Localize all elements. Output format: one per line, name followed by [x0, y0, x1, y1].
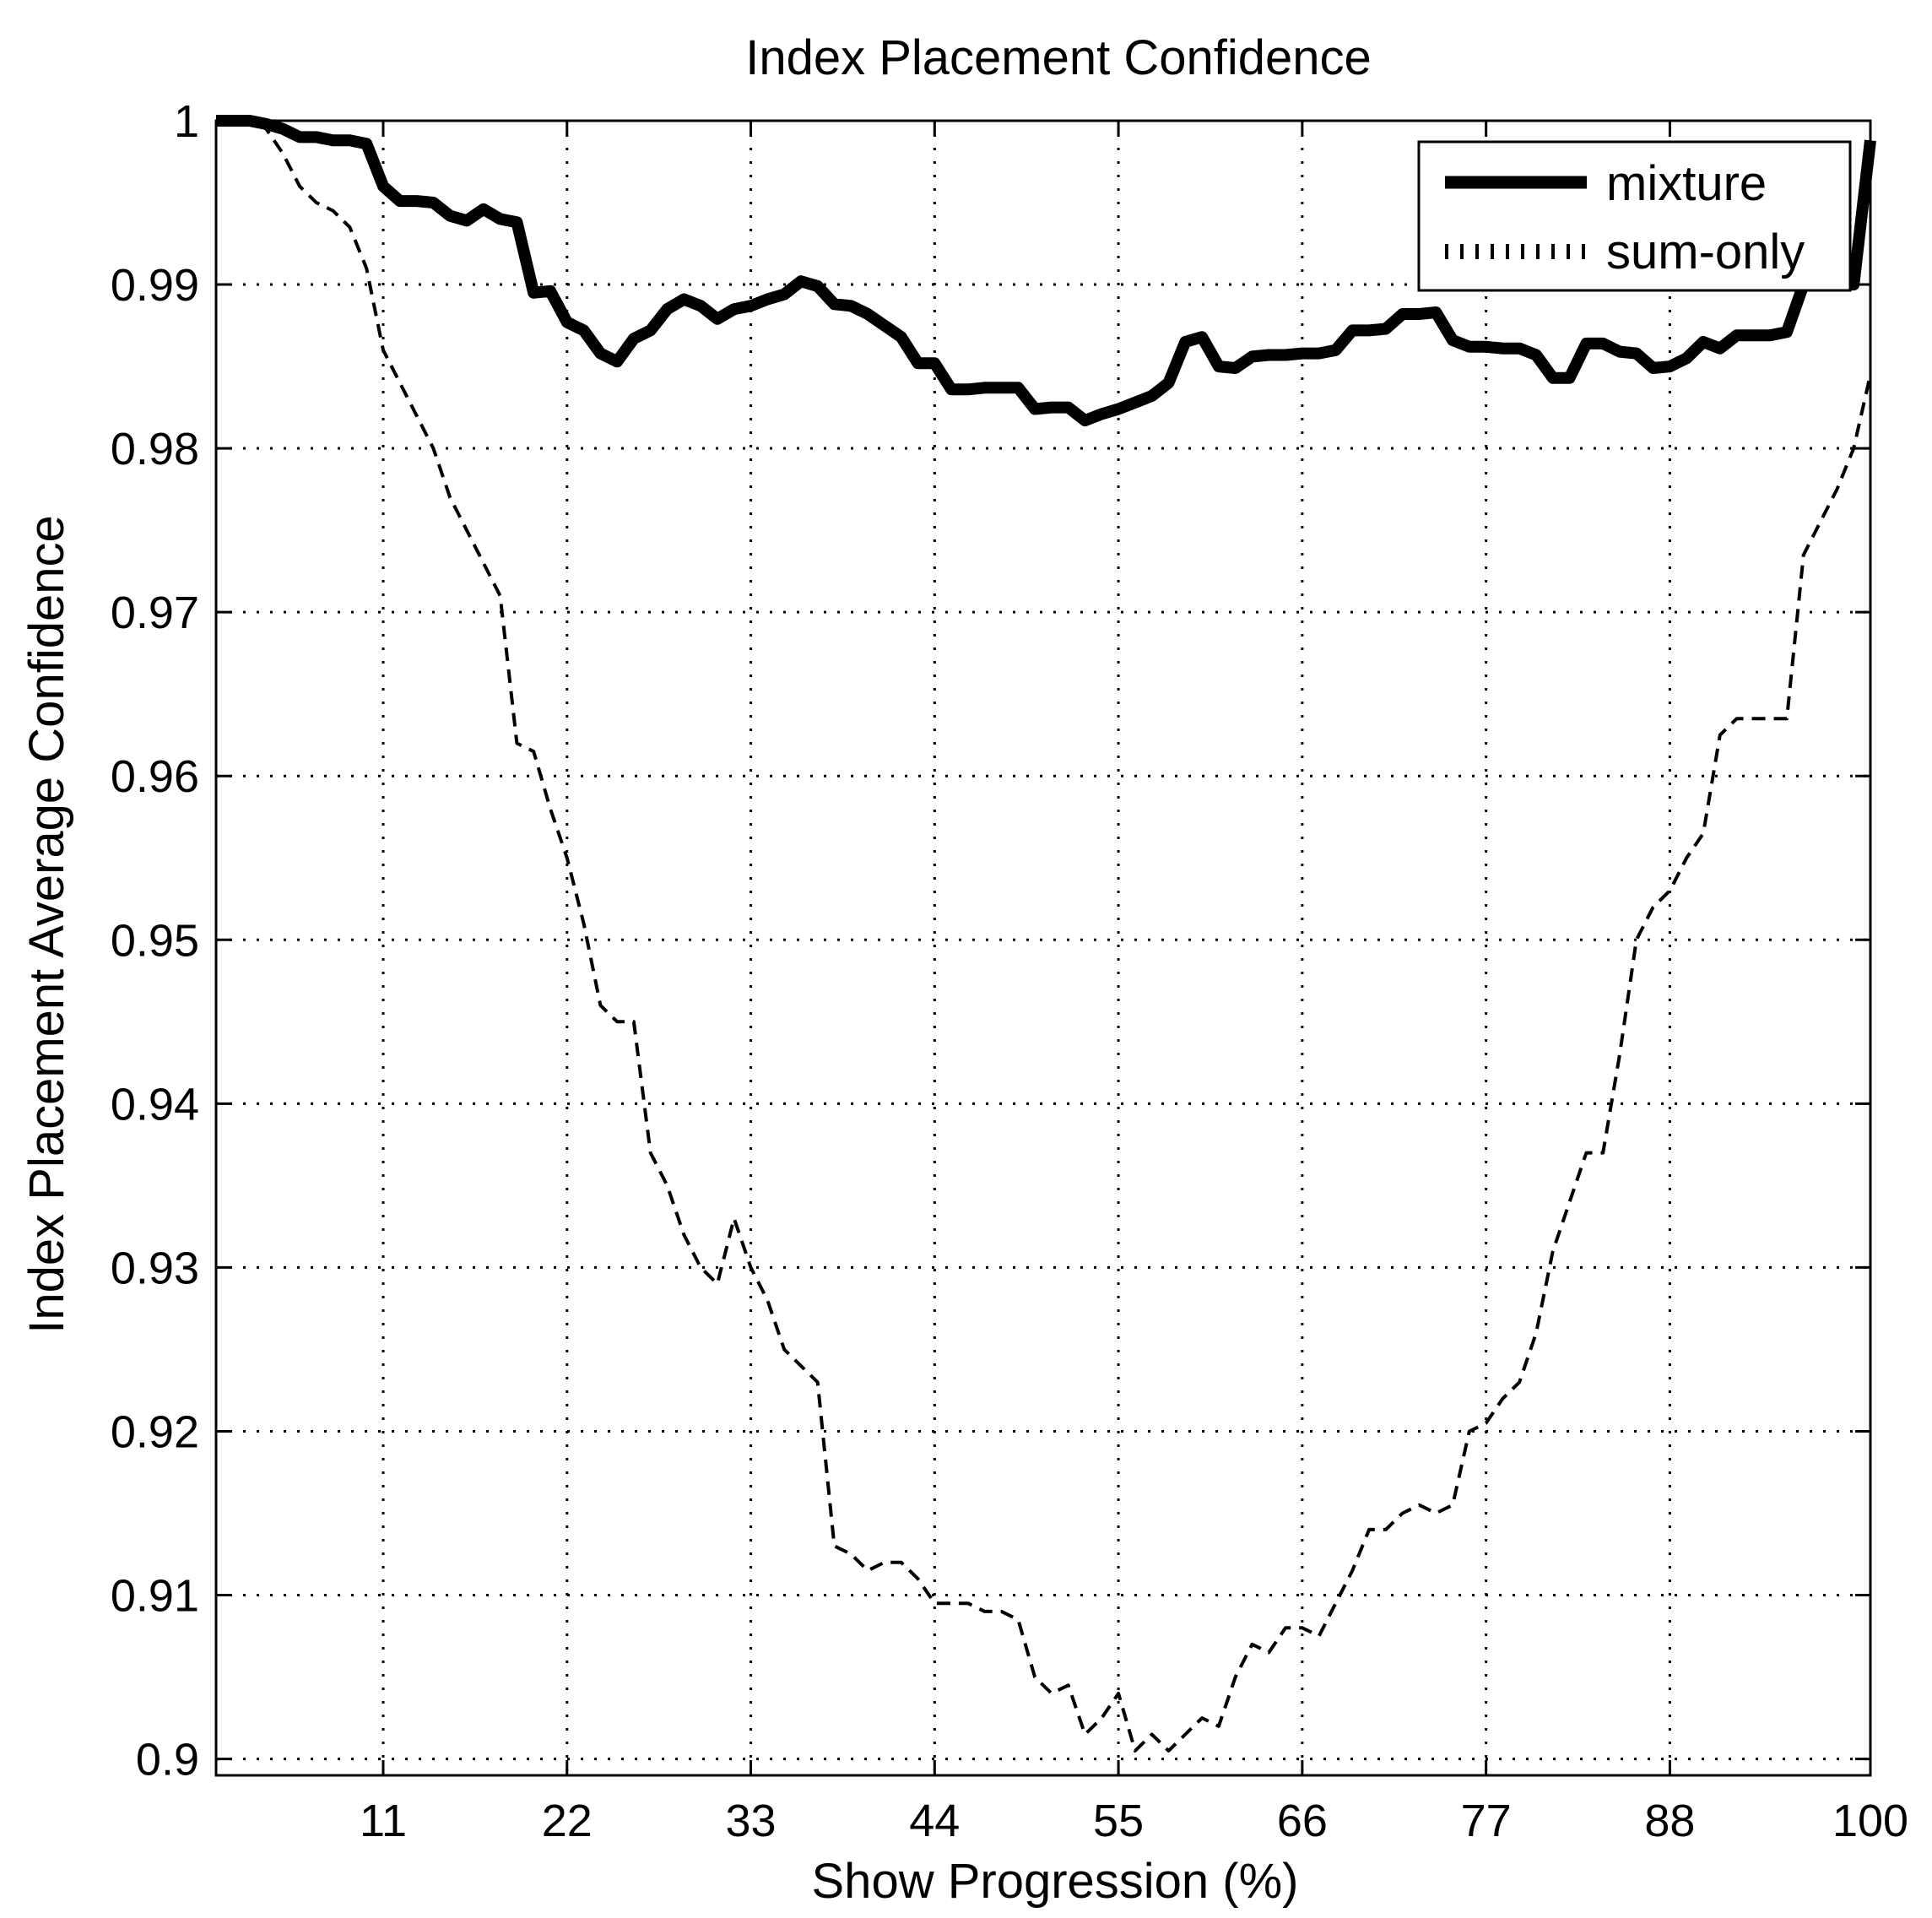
x-tick-label: 33 [725, 1796, 776, 1846]
legend-box [1417, 140, 1852, 292]
x-tick-label: 88 [1644, 1796, 1695, 1846]
x-tick-labels: 11 22 33 44 55 66 77 88 100 [360, 1796, 1908, 1846]
x-tick-label: 55 [1093, 1796, 1144, 1846]
y-tick-label: 0.9 [136, 1735, 199, 1785]
x-tick-label: 22 [542, 1796, 593, 1846]
x-tick-label: 100 [1832, 1796, 1908, 1846]
series-lines [216, 115, 1876, 1753]
y-tick-label: 0.91 [111, 1571, 199, 1622]
x-tick-label: 66 [1277, 1796, 1328, 1846]
axis-ticks [216, 119, 1872, 1775]
y-tick-label: 1 [174, 96, 199, 147]
y-tick-labels: 0.9 0.91 0.92 0.93 0.94 0.95 0.96 0.97 0.98 0.99 1 [111, 96, 199, 1785]
y-tick-label: 0.94 [111, 1079, 199, 1130]
y-tick-label: 0.93 [111, 1243, 199, 1293]
y-tick-label: 0.92 [111, 1406, 199, 1457]
chart-title: Index Placement Confidence [745, 30, 1372, 85]
x-tick-label: 44 [909, 1796, 960, 1846]
x-axis-label: Show Progression (%) [812, 1854, 1299, 1909]
y-axis-label: Index Placement Average Confidence [19, 515, 74, 1333]
y-tick-label: 0.96 [111, 751, 199, 802]
legend: mixture sum-only [1417, 140, 1852, 292]
x-tick-label: 77 [1461, 1796, 1512, 1846]
legend-label-sum-only: sum-only [1606, 225, 1805, 279]
y-tick-label: 0.99 [111, 260, 199, 311]
y-tick-label: 0.97 [111, 588, 199, 638]
plot-area-frame [214, 119, 1872, 1777]
legend-label-mixture: mixture [1606, 156, 1767, 211]
y-tick-label: 0.98 [111, 424, 199, 474]
x-tick-label: 11 [360, 1796, 407, 1846]
series-line-mixture [216, 115, 1876, 427]
y-tick-label: 0.95 [111, 915, 199, 966]
